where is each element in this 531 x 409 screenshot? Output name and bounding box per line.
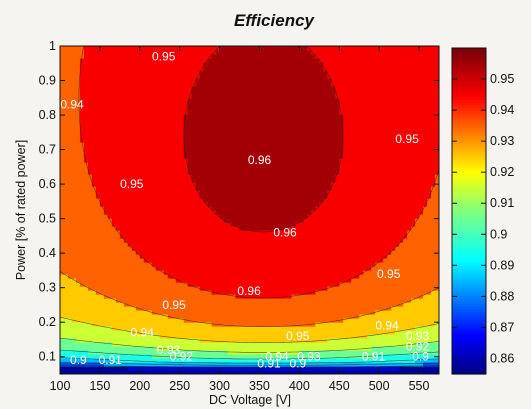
contour-label: 0.9	[412, 350, 429, 364]
x-tick-label: 550	[409, 379, 430, 393]
y-tick-label: 0.3	[39, 281, 56, 295]
contour-label: 0.95	[152, 49, 176, 63]
plot-frame	[59, 45, 440, 375]
y-tick-label: 0.6	[39, 177, 56, 191]
colorbar-tick-label: 0.89	[490, 258, 514, 272]
contour-label: 0.95	[162, 298, 186, 312]
contour-line	[60, 316, 439, 343]
x-tick-label: 350	[249, 379, 270, 393]
y-axis-label: Power [% of rated power]	[14, 140, 28, 280]
y-tick-label: 0.2	[39, 315, 56, 329]
contour-label: 0.9	[289, 357, 306, 371]
contour-lines	[60, 46, 439, 370]
y-tick-label: 0.9	[39, 74, 56, 88]
contour-label: 0.94	[60, 98, 84, 112]
contour-line	[60, 337, 439, 353]
contour-line	[60, 357, 439, 364]
x-tick-label: 450	[329, 379, 350, 393]
colorbar-tick-label: 0.92	[490, 165, 514, 179]
colorbar-tick-label: 0.95	[490, 72, 514, 86]
y-tick-label: 0.7	[39, 143, 56, 157]
contour-label: 0.95	[395, 132, 419, 146]
y-tick-label: 0.1	[39, 350, 56, 364]
colorbar-ticks: 0.86 0.87 0.88 0.89 0.9 0.91 0.92 0.93 0.94 0.95	[452, 72, 514, 365]
x-tick-label: 500	[369, 379, 390, 393]
contour-label: 0.93	[406, 329, 430, 343]
contour-label: 0.92	[406, 339, 430, 353]
x-axis: 100 150 200 250 300 350 400 450 500 550	[50, 46, 430, 393]
colorbar-frame	[451, 47, 487, 375]
x-tick-label: 300	[209, 379, 230, 393]
contour-label: 0.94	[375, 319, 399, 333]
colorbar-tick-label: 0.93	[490, 134, 514, 148]
contour-label: 0.96	[237, 284, 261, 298]
contour-label: 0.91	[362, 350, 386, 364]
contour-line	[60, 366, 439, 370]
contour-labels: 0.95 0.94 0.95 0.96 0.95 0.96 0.95 0.96 0.95 0.94…	[60, 49, 429, 370]
colorbar-tick-label: 0.86	[490, 351, 514, 365]
contour-label: 0.93	[297, 350, 321, 364]
contour-label: 0.94	[265, 350, 289, 364]
contour-line	[60, 271, 439, 327]
contour-label: 0.93	[157, 343, 181, 357]
x-tick-label: 250	[169, 379, 190, 393]
colorbar-tick-label: 0.87	[490, 320, 514, 334]
contour-label: 0.96	[273, 225, 297, 239]
colorbar-tick-label: 0.88	[490, 289, 514, 303]
contour-line	[60, 349, 439, 360]
contour-line	[183, 46, 344, 233]
colorbar-tick-label: 0.9	[490, 227, 507, 241]
colorbar-tick-label: 0.91	[490, 196, 514, 210]
contour-line	[78, 46, 439, 299]
plot-area: 0.95 0.94 0.95 0.96 0.95 0.96 0.95 0.96 0.95 0.94…	[59, 45, 440, 375]
contour-label: 0.91	[257, 357, 281, 371]
contour-label: 0.95	[377, 267, 401, 281]
chart-title: Efficiency	[234, 11, 316, 30]
x-tick-label: 150	[89, 379, 110, 393]
contour-label: 0.95	[120, 177, 144, 191]
contour-label: 0.95	[286, 329, 310, 343]
y-tick-label: 1	[49, 39, 56, 53]
contour-label: 0.91	[99, 353, 123, 367]
x-tick-label: 400	[289, 379, 310, 393]
colorbar-tick-label: 0.94	[490, 103, 514, 117]
contour-label: 0.94	[131, 326, 155, 340]
contour-line	[60, 362, 439, 366]
contour-label: 0.92	[170, 350, 194, 364]
y-tick-label: 0.8	[39, 108, 56, 122]
colorbar: 0.86 0.87 0.88 0.89 0.9 0.91 0.92 0.93 0.94 0.95	[451, 47, 514, 375]
x-axis-label: DC Voltage [V]	[209, 393, 291, 407]
x-tick-label: 200	[129, 379, 150, 393]
contour-label: 0.96	[248, 153, 272, 167]
y-tick-label: 0.5	[39, 212, 56, 226]
contour-label: 0.9	[70, 353, 87, 367]
x-tick-label: 100	[50, 379, 71, 393]
colorbar-gradient	[452, 48, 486, 375]
contour-line	[60, 364, 439, 368]
y-tick-label: 0.4	[39, 246, 56, 260]
y-axis: 0.10.20.30.40.50.60.70.80.91	[39, 39, 439, 364]
